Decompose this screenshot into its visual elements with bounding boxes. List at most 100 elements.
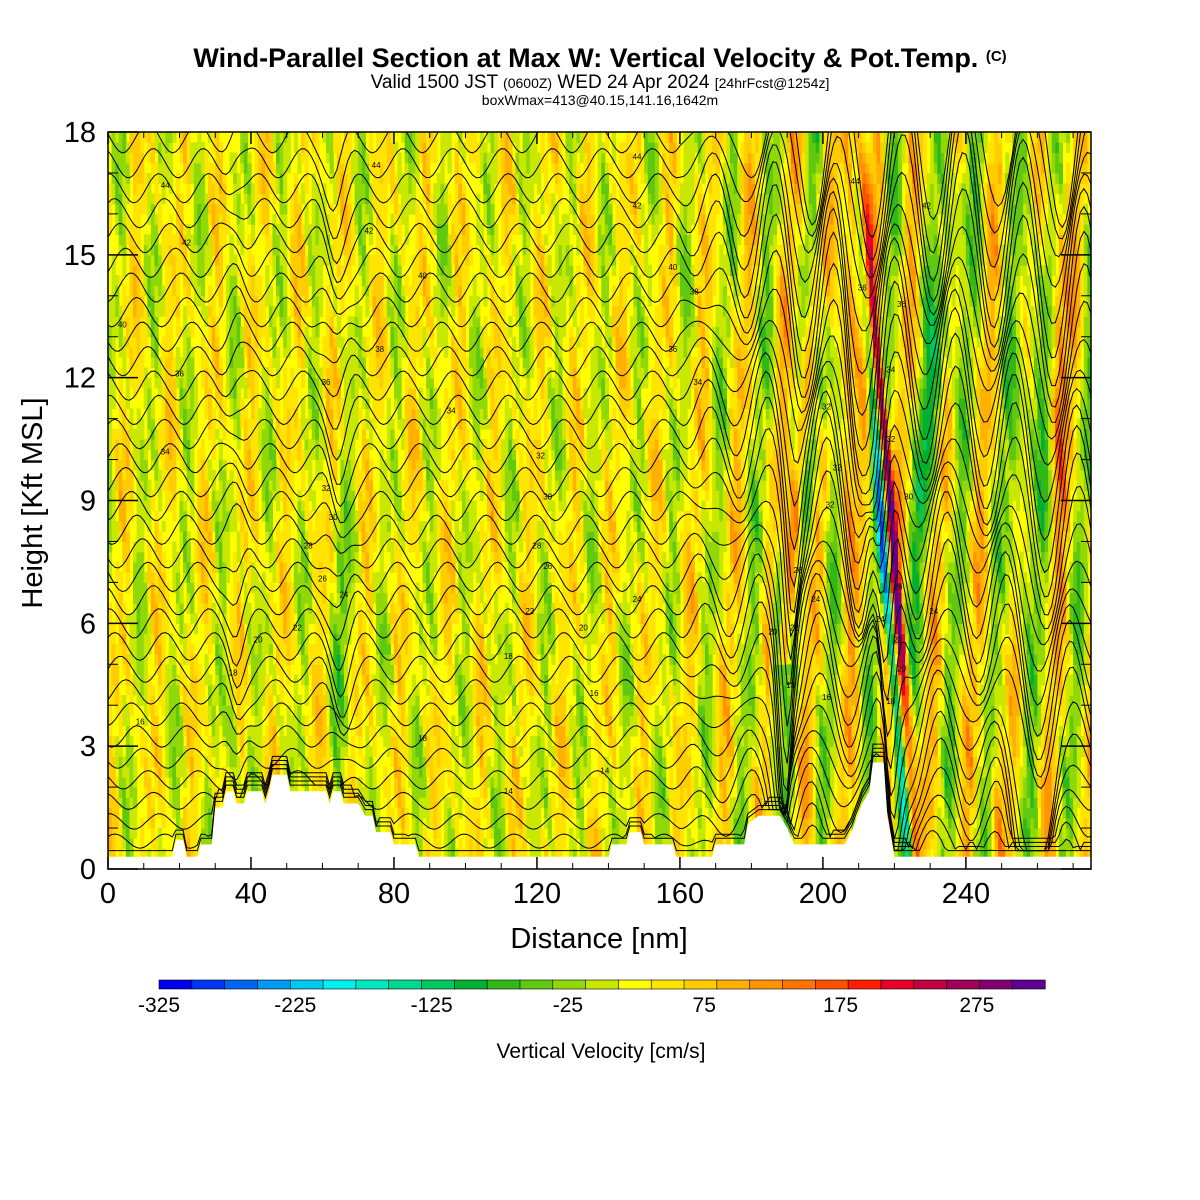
field-cell — [336, 674, 341, 686]
field-cell — [969, 776, 974, 788]
field-cell — [726, 776, 735, 788]
field-cell — [955, 776, 960, 788]
field-cell — [465, 633, 470, 645]
field-cell — [973, 602, 978, 614]
field-cell — [1080, 797, 1091, 809]
field-cell — [147, 694, 152, 706]
field-cell — [1076, 561, 1081, 573]
field-cell — [1073, 715, 1081, 727]
field-cell — [1055, 776, 1060, 788]
field-cell — [951, 643, 960, 655]
field-cell — [1048, 623, 1053, 635]
field-cell — [855, 735, 860, 747]
field-cell — [969, 735, 974, 747]
field-cell — [1058, 756, 1064, 768]
field-cell — [465, 582, 474, 594]
field-cell — [865, 633, 878, 645]
field-cell — [1044, 807, 1053, 819]
field-cell — [890, 633, 895, 645]
field-cell — [454, 807, 459, 819]
field-cell — [444, 623, 452, 635]
field-cell — [190, 602, 195, 614]
field-cell — [304, 756, 309, 768]
field-cell — [762, 623, 770, 635]
field-cell — [633, 787, 638, 798]
field-cell — [140, 684, 145, 696]
field-cell — [826, 602, 831, 614]
field-cell — [1008, 694, 1013, 706]
field-cell — [683, 582, 688, 594]
field-cell — [697, 674, 706, 686]
field-cell — [183, 694, 188, 706]
field-cell — [1076, 725, 1081, 737]
field-cell — [694, 776, 699, 788]
field-cell — [383, 787, 391, 798]
field-cell — [1073, 817, 1078, 829]
field-cell — [393, 838, 399, 850]
field-cell — [415, 746, 424, 758]
field-cell — [955, 848, 960, 860]
field-cell — [844, 684, 860, 696]
field-cell — [801, 797, 810, 809]
field-cell — [640, 684, 656, 696]
field-cell — [1069, 828, 1074, 839]
field-cell — [994, 828, 999, 839]
field-cell — [1065, 684, 1074, 696]
field-cell — [161, 817, 166, 829]
field-cell — [158, 551, 163, 563]
field-cell — [604, 623, 610, 635]
field-cell — [476, 633, 481, 645]
field-cell — [533, 633, 538, 645]
field-cell — [937, 623, 942, 635]
field-cell — [393, 664, 399, 676]
field-cell — [633, 694, 638, 706]
field-cell — [436, 787, 445, 798]
field-cell — [243, 582, 249, 594]
field-cell — [908, 715, 913, 727]
field-cell — [315, 694, 320, 706]
field-cell — [497, 776, 502, 788]
field-cell — [183, 684, 188, 696]
field-cell — [790, 561, 795, 573]
field-cell — [951, 776, 956, 788]
field-cell — [390, 756, 395, 768]
field-cell — [608, 623, 613, 635]
field-cell — [508, 746, 513, 758]
field-cell — [1051, 623, 1056, 635]
field-cell — [415, 613, 424, 624]
field-cell — [461, 735, 470, 747]
field-cell — [712, 705, 717, 717]
field-cell — [890, 787, 895, 798]
field-cell — [944, 787, 953, 798]
field-cell — [808, 592, 813, 604]
field-cell — [1058, 828, 1064, 839]
field-cell — [408, 776, 413, 788]
field-cell — [958, 725, 963, 737]
field-cell — [433, 838, 442, 850]
field-cell — [833, 817, 838, 829]
field-cell — [869, 582, 874, 594]
field-cell — [579, 654, 585, 665]
field-cell — [765, 674, 770, 686]
field-cell — [340, 766, 345, 778]
field-cell — [211, 613, 220, 624]
field-cell — [822, 643, 831, 655]
field-cell — [747, 654, 753, 665]
field-cell — [869, 602, 878, 614]
field-cell — [190, 787, 195, 798]
field-cell — [547, 623, 552, 635]
field-cell — [1083, 735, 1089, 747]
field-cell — [740, 664, 749, 676]
field-cell — [426, 787, 431, 798]
field-cell — [637, 694, 645, 706]
field-cell — [486, 633, 492, 645]
field-cell — [343, 664, 349, 676]
field-cell — [436, 756, 442, 768]
field-cell — [218, 694, 223, 706]
field-cell — [962, 766, 967, 778]
field-cell — [990, 592, 1003, 604]
field-cell — [526, 602, 534, 614]
field-cell — [536, 592, 545, 604]
field-cell — [465, 828, 477, 839]
field-cell — [343, 776, 352, 788]
